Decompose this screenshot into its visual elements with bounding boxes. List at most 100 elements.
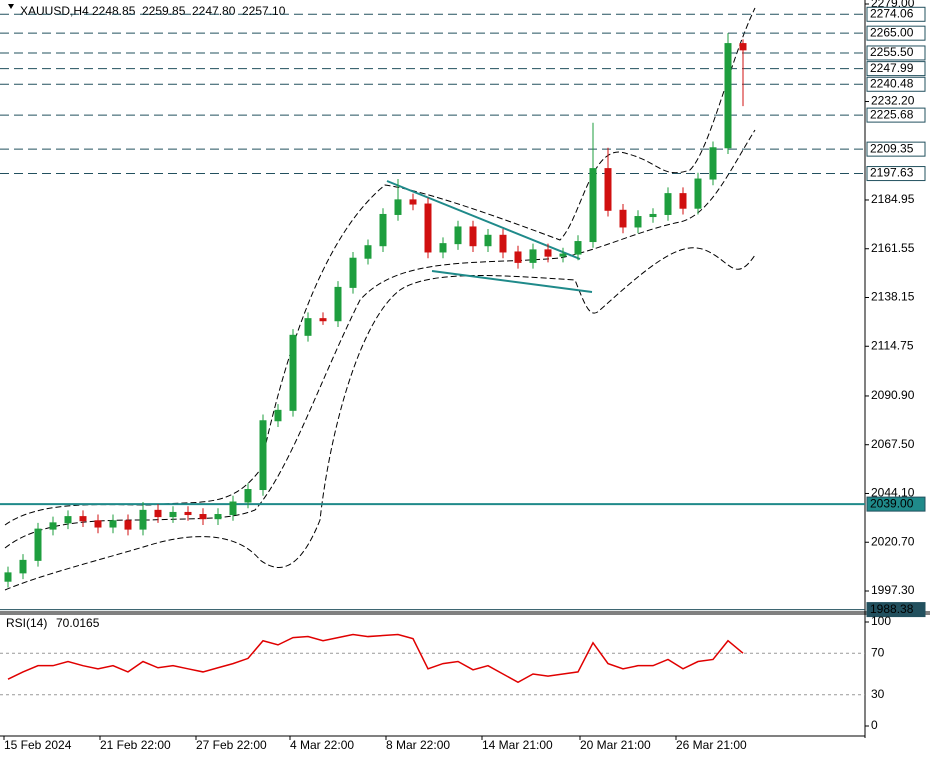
candle-body (454, 226, 462, 245)
header-value: 2257.10 (242, 4, 286, 18)
candle-body (634, 216, 642, 228)
candle-body (649, 213, 657, 218)
level-label-box (866, 76, 926, 92)
level-label-box (866, 166, 926, 182)
candle-body (469, 226, 477, 247)
candle-body (409, 199, 417, 205)
upper-band (4, 7, 756, 526)
lower-band (4, 247, 756, 591)
level-label: 2209.35 (870, 141, 914, 155)
level-label-box (866, 602, 926, 618)
candle-body (244, 489, 252, 503)
candle-body (589, 168, 597, 243)
rsi-tick-label: 30 (871, 687, 885, 701)
level-label-box (866, 6, 926, 22)
candle-body (544, 249, 552, 257)
candle-body (229, 501, 237, 516)
candle-body (139, 509, 147, 530)
candle-body (709, 147, 717, 180)
x-tick-label: 4 Mar 22:00 (290, 738, 354, 752)
rsi-tick-label: 100 (871, 614, 891, 628)
x-tick-label: 15 Feb 2024 (4, 738, 72, 752)
candle-body (379, 213, 387, 247)
candle-body (334, 286, 342, 322)
candle-body (694, 178, 702, 209)
x-tick-label: 14 Mar 21:00 (482, 738, 553, 752)
candle-body (424, 203, 432, 253)
y-tick-label: 2114.75 (871, 338, 914, 352)
level-label: 2247.99 (870, 61, 914, 75)
candle-body (274, 409, 282, 422)
rsi-tick-label: 0 (871, 718, 878, 732)
rsi-last: 70.0165 (56, 616, 100, 630)
level-label: 2039.00 (870, 496, 914, 510)
level-label: 2225.68 (870, 107, 914, 121)
y-tick-label: 2090.90 (871, 388, 915, 402)
candle-body (664, 193, 672, 215)
candle-body (574, 241, 582, 255)
candle-body (619, 209, 627, 228)
candle-body (349, 257, 357, 288)
header-value: 2259.85 (142, 4, 186, 18)
middle-band (4, 129, 756, 549)
candle-body (124, 520, 132, 530)
candle-body (199, 514, 207, 520)
level-label-box (866, 107, 926, 123)
level-label: 2240.48 (870, 76, 914, 90)
candle-body (169, 511, 177, 518)
header-value: 2247.80 (192, 4, 236, 18)
header-value: 2248.85 (92, 4, 136, 18)
y-tick-label: 1997.30 (871, 583, 915, 597)
y-tick-label: 2232.20 (871, 94, 915, 108)
candle-body (214, 514, 222, 520)
candle-body (79, 516, 87, 522)
candle-body (154, 509, 162, 518)
candle-body (559, 253, 567, 257)
y-tick-label: 2020.70 (871, 534, 915, 548)
bollinger-bands (4, 7, 756, 591)
candle-body (484, 234, 492, 247)
candle-body (724, 43, 732, 149)
candle-body (304, 318, 312, 336)
candle-body (514, 251, 522, 263)
level-label-box (866, 141, 926, 157)
candle-body (49, 522, 57, 530)
level-label-box (866, 25, 926, 41)
y-tick-label: 2161.55 (871, 241, 915, 255)
candle-body (64, 516, 72, 524)
x-tick-label: 21 Feb 22:00 (100, 738, 171, 752)
candle-body (319, 318, 327, 322)
y-tick-label: 2184.95 (871, 192, 915, 206)
x-tick-label: 20 Mar 21:00 (580, 738, 651, 752)
rsi-tick-label: 70 (871, 645, 885, 659)
candle-body (184, 511, 192, 516)
candle-body (529, 249, 537, 263)
y-tick-label: 2138.15 (871, 290, 915, 304)
candle-body (109, 520, 117, 528)
rsi-name: RSI(14) (6, 616, 47, 630)
candle-body (34, 528, 42, 561)
candle-body (499, 234, 507, 253)
candle-body (394, 199, 402, 215)
level-label: 1988.38 (870, 602, 914, 616)
candle-body (94, 520, 102, 528)
collapse-icon[interactable] (8, 4, 14, 9)
level-label: 2197.63 (870, 166, 914, 180)
level-label-box (866, 45, 926, 61)
level-label-box (866, 496, 926, 512)
candle-body (289, 334, 297, 411)
candle-body (439, 243, 447, 253)
candle-body (739, 43, 747, 51)
level-label: 2274.06 (870, 6, 914, 20)
symbol: XAUUSD,H4 (20, 4, 89, 18)
y-tick-label: 2044.10 (871, 486, 915, 500)
x-tick-label: 26 Mar 21:00 (676, 738, 747, 752)
y-tick-label: 2067.50 (871, 437, 915, 451)
rsi-line (7, 633, 744, 684)
level-label: 2255.50 (870, 45, 914, 59)
x-tick-label: 8 Mar 22:00 (386, 738, 450, 752)
x-tick-label: 27 Feb 22:00 (196, 738, 267, 752)
candle-body (364, 245, 372, 259)
